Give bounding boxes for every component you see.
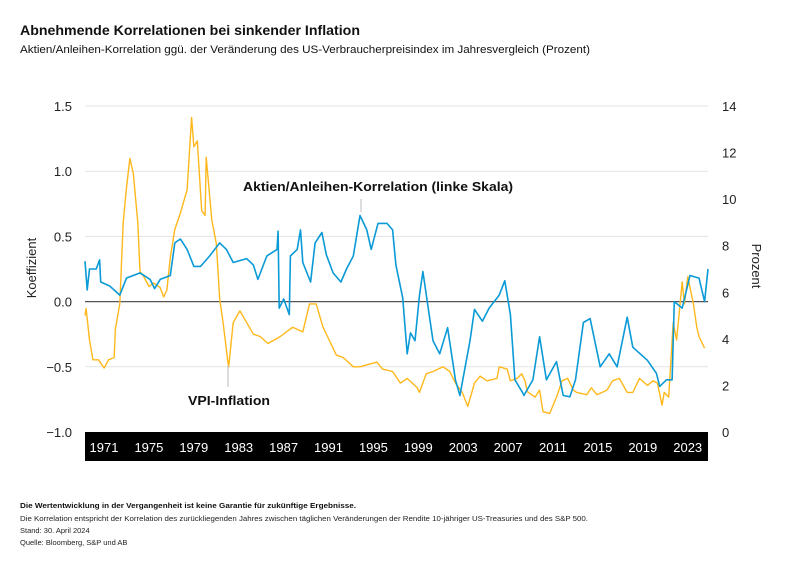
x-tick-label: 1995 xyxy=(359,440,388,455)
y-tick-label: −1.0 xyxy=(46,425,72,440)
y2-tick-label: 14 xyxy=(722,99,736,114)
series-line-correlation xyxy=(84,214,709,398)
annotation-inflation: VPI-Inflation xyxy=(188,394,270,408)
y2-tick-label: 2 xyxy=(722,378,729,393)
x-axis-ticks: 1971 1975 1979 1983 1987 1991 1995 1999 2003 2007… xyxy=(90,440,703,455)
x-tick-label: 2011 xyxy=(539,440,567,455)
chart-subtitle: Aktien/Anleihen-Korrelation ggü. der Ver… xyxy=(20,44,590,56)
x-tick-label: 2023 xyxy=(673,440,702,455)
y2-tick-label: 12 xyxy=(722,146,736,161)
footer-date: Stand: 30. April 2024 xyxy=(20,526,90,535)
x-tick-label: 2015 xyxy=(583,440,612,455)
x-axis-band xyxy=(85,432,708,461)
series-line-inflation xyxy=(84,116,706,415)
y-tick-label: −0.5 xyxy=(46,360,72,375)
y-tick-label: 0.0 xyxy=(54,295,72,310)
x-tick-label: 1983 xyxy=(224,440,253,455)
left-axis-label: Koeffizient xyxy=(24,237,39,298)
x-tick-label: 1979 xyxy=(179,440,208,455)
y2-tick-label: 4 xyxy=(722,332,729,347)
footer-disclaimer: Die Wertentwicklung in der Vergangenheit… xyxy=(20,501,356,510)
y-tick-label: 1.5 xyxy=(54,99,72,114)
y2-tick-label: 10 xyxy=(722,192,736,207)
x-tick-label: 1975 xyxy=(134,440,163,455)
chart-title: Abnehmende Korrelationen bei sinkender I… xyxy=(20,22,360,38)
x-tick-label: 1999 xyxy=(404,440,433,455)
x-tick-label: 2019 xyxy=(628,440,657,455)
right-axis-ticks: 14 12 10 8 6 4 2 0 xyxy=(722,99,736,440)
x-tick-label: 2003 xyxy=(449,440,478,455)
x-tick-label: 1991 xyxy=(314,440,343,455)
x-tick-label: 1971 xyxy=(90,440,119,455)
y2-tick-label: 6 xyxy=(722,285,729,300)
footer-source: Quelle: Bloomberg, S&P und AB xyxy=(20,538,127,547)
y-tick-label: 1.0 xyxy=(54,164,72,179)
x-tick-label: 2007 xyxy=(494,440,523,455)
y-tick-label: 0.5 xyxy=(54,229,72,244)
y2-tick-label: 0 xyxy=(722,425,729,440)
footer-note: Die Korrelation entspricht der Korrelati… xyxy=(20,514,588,523)
left-axis-ticks: 1.5 1.0 0.5 0.0 −0.5 −1.0 xyxy=(46,99,72,440)
annotation-correlation: Aktien/Anleihen-Korrelation (linke Skala… xyxy=(243,180,513,194)
right-axis-label: Prozent xyxy=(749,244,764,289)
y2-tick-label: 8 xyxy=(722,239,729,254)
x-tick-label: 1987 xyxy=(269,440,298,455)
gridlines xyxy=(85,105,708,368)
